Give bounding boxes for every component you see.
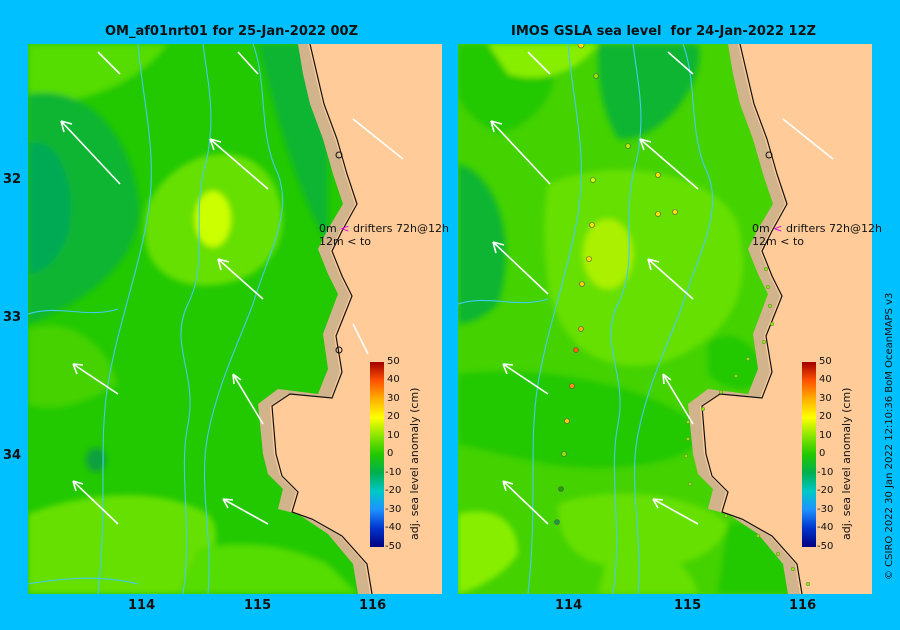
right-colorbar-label: adj. sea level anomaly (cm) xyxy=(840,387,853,540)
drifter-legend-to: to xyxy=(359,235,371,248)
colorbar-tick: 40 xyxy=(819,374,832,385)
right-map-panel xyxy=(458,44,872,594)
drifter-depth-12m: 12m xyxy=(752,235,777,248)
colorbar-tick: 0 xyxy=(819,448,826,459)
left-colorbar xyxy=(370,362,384,547)
x-tick-label: 115 xyxy=(244,598,272,613)
colorbar-tick: -50 xyxy=(385,541,402,552)
drifter-arrow-icon: < xyxy=(347,235,357,248)
y-tick-label: 32 xyxy=(3,172,22,187)
x-tick-label: 115 xyxy=(674,598,702,613)
y-tick-label: 34 xyxy=(3,448,22,463)
right-colorbar xyxy=(802,362,816,547)
drifter-arrow-icon: < xyxy=(773,222,783,235)
y-tick-label: 33 xyxy=(3,310,22,325)
x-tick-label: 116 xyxy=(789,598,817,613)
colorbar-tick: 20 xyxy=(819,411,832,422)
x-tick-label: 116 xyxy=(359,598,387,613)
drifter-depth-12m: 12m xyxy=(319,235,344,248)
x-tick-label: 114 xyxy=(128,598,156,613)
colorbar-tick: -30 xyxy=(385,504,402,515)
colorbar-tick: 50 xyxy=(387,356,400,367)
colorbar-tick: -30 xyxy=(817,504,834,515)
drifter-legend-text: drifters 72h@12h xyxy=(785,222,882,235)
colorbar-tick: -40 xyxy=(817,522,834,533)
credit-text: © CSIRO 2022 30 Jan 2022 12:10:36 BoM Oc… xyxy=(884,292,895,580)
colorbar-tick: 0 xyxy=(387,448,394,459)
colorbar-tick: 20 xyxy=(387,411,400,422)
drifter-depth-0m: 0m xyxy=(319,222,337,235)
left-drifter-legend: 0m < drifters 72h@12h 12m < to xyxy=(319,222,449,248)
drifter-legend-text: drifters 72h@12h xyxy=(352,222,449,235)
right-drifter-legend: 0m < drifters 72h@12h 12m < to xyxy=(752,222,882,248)
colorbar-tick: 40 xyxy=(387,374,400,385)
drifter-arrow-icon: < xyxy=(340,222,350,235)
colorbar-tick: -40 xyxy=(385,522,402,533)
left-map-panel xyxy=(28,44,442,594)
drifter-legend-to: to xyxy=(792,235,804,248)
left-map-title: OM_af01nrt01 for 25-Jan-2022 00Z xyxy=(105,24,358,39)
colorbar-tick: 50 xyxy=(819,356,832,367)
colorbar-tick: -50 xyxy=(817,541,834,552)
drifter-depth-0m: 0m xyxy=(752,222,770,235)
colorbar-tick: 30 xyxy=(387,393,400,404)
colorbar-tick: 10 xyxy=(819,430,832,441)
right-map-title: IMOS GSLA sea level for 24-Jan-2022 12Z xyxy=(511,24,817,39)
drifter-arrow-icon: < xyxy=(780,235,790,248)
x-tick-label: 114 xyxy=(555,598,583,613)
colorbar-tick: -20 xyxy=(817,485,834,496)
colorbar-tick: 10 xyxy=(387,430,400,441)
colorbar-tick: -20 xyxy=(385,485,402,496)
left-colorbar-label: adj. sea level anomaly (cm) xyxy=(408,387,421,540)
colorbar-tick: -10 xyxy=(817,467,834,478)
colorbar-tick: 30 xyxy=(819,393,832,404)
colorbar-tick: -10 xyxy=(385,467,402,478)
